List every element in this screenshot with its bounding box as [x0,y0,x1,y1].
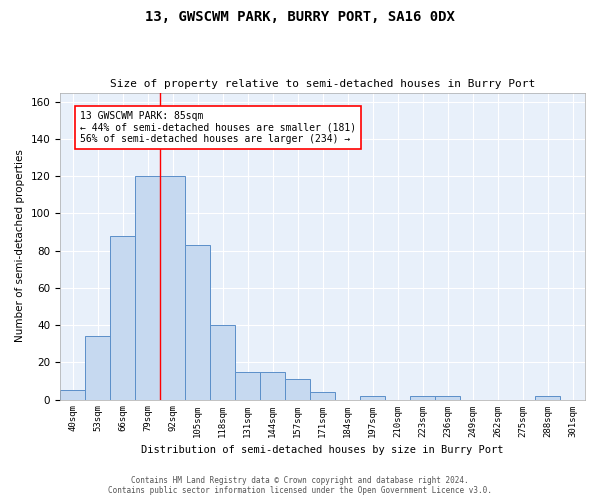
Bar [435,396,460,400]
Bar [185,245,210,400]
Title: Size of property relative to semi-detached houses in Burry Port: Size of property relative to semi-detach… [110,79,535,89]
Bar [135,176,160,400]
Bar [310,392,335,400]
Bar [85,336,110,400]
Bar [60,390,85,400]
Bar [110,236,135,400]
Text: 13 GWSCWM PARK: 85sqm
← 44% of semi-detached houses are smaller (181)
56% of sem: 13 GWSCWM PARK: 85sqm ← 44% of semi-deta… [80,111,356,144]
Bar [260,372,285,400]
Y-axis label: Number of semi-detached properties: Number of semi-detached properties [15,150,25,342]
Text: 13, GWSCWM PARK, BURRY PORT, SA16 0DX: 13, GWSCWM PARK, BURRY PORT, SA16 0DX [145,10,455,24]
Bar [235,372,260,400]
Bar [160,176,185,400]
Bar [210,325,235,400]
X-axis label: Distribution of semi-detached houses by size in Burry Port: Distribution of semi-detached houses by … [141,445,504,455]
Text: Contains HM Land Registry data © Crown copyright and database right 2024.
Contai: Contains HM Land Registry data © Crown c… [108,476,492,495]
Bar [535,396,560,400]
Bar [285,379,310,400]
Bar [410,396,435,400]
Bar [360,396,385,400]
